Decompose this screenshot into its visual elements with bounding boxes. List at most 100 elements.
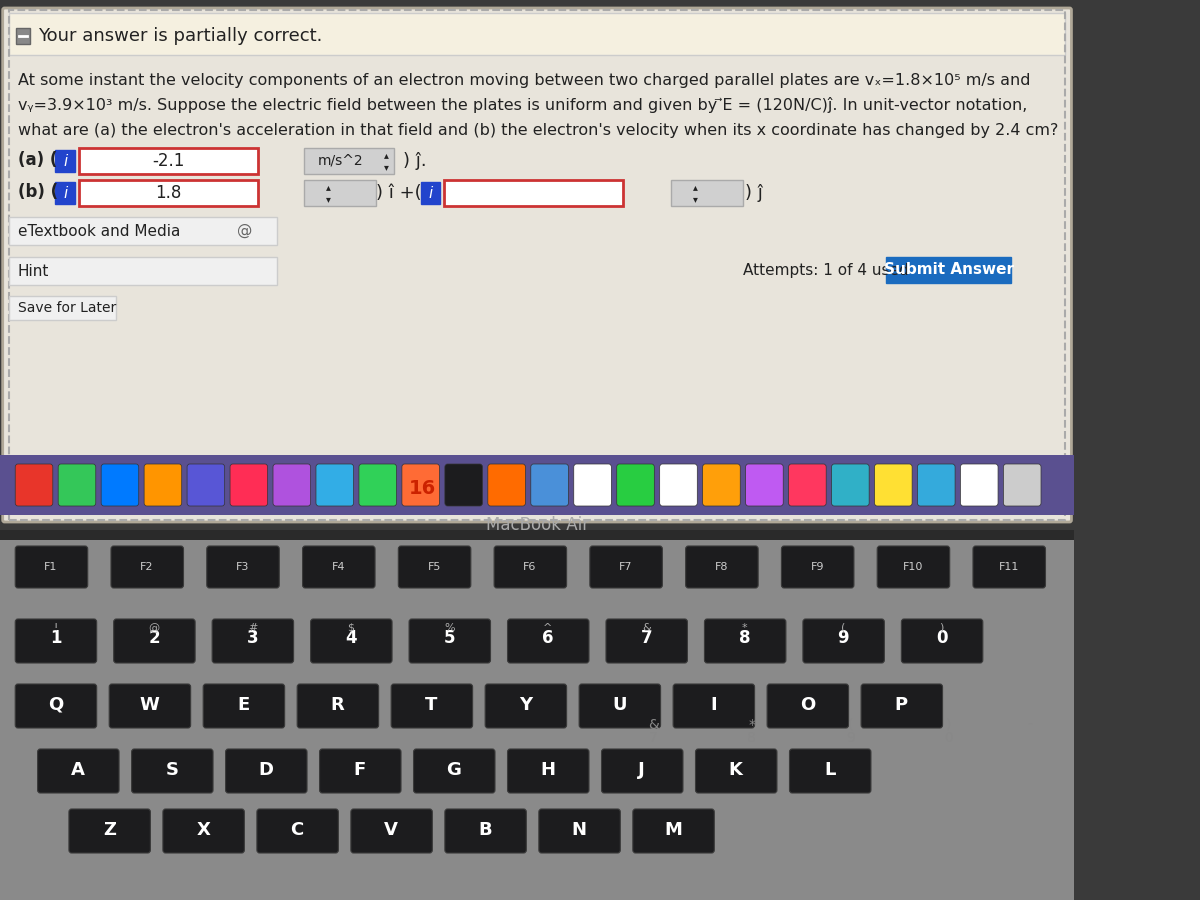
FancyBboxPatch shape [704, 619, 786, 663]
FancyBboxPatch shape [1003, 464, 1042, 506]
Text: Save for Later: Save for Later [18, 301, 116, 315]
FancyBboxPatch shape [617, 464, 654, 506]
FancyBboxPatch shape [274, 464, 311, 506]
FancyBboxPatch shape [580, 684, 660, 728]
Text: F2: F2 [140, 562, 154, 572]
Text: E: E [238, 696, 250, 714]
Text: (b) (: (b) ( [18, 183, 58, 201]
FancyBboxPatch shape [508, 619, 589, 663]
Text: ▴
▾: ▴ ▾ [694, 182, 698, 203]
FancyBboxPatch shape [16, 464, 53, 506]
FancyBboxPatch shape [960, 464, 998, 506]
Text: ▴
▾: ▴ ▾ [384, 150, 389, 172]
Text: eTextbook and Media: eTextbook and Media [18, 223, 180, 238]
Text: M: M [664, 821, 682, 839]
Bar [0, 530, 1074, 900]
Bar [79, 148, 258, 174]
Text: L: L [824, 761, 835, 779]
Text: $: $ [347, 623, 354, 633]
FancyBboxPatch shape [409, 619, 491, 663]
Text: F6: F6 [523, 562, 536, 572]
FancyBboxPatch shape [414, 749, 494, 793]
Text: *: * [749, 718, 755, 732]
Text: At some instant the velocity components of an electron moving between two charge: At some instant the velocity components … [18, 73, 1031, 87]
Bar [55, 182, 76, 204]
Text: F8: F8 [715, 562, 728, 572]
Text: &: & [642, 623, 650, 633]
FancyBboxPatch shape [110, 546, 184, 588]
FancyBboxPatch shape [68, 809, 150, 853]
Text: #: # [247, 623, 257, 633]
Text: N: N [571, 821, 587, 839]
Text: Submit Answer: Submit Answer [884, 263, 1014, 277]
FancyBboxPatch shape [311, 619, 392, 663]
Text: F1: F1 [44, 562, 58, 572]
Text: W: W [139, 696, 160, 714]
Text: vᵧ=3.9×10³ m/s. Suppose the electric field between the plates is uniform and giv: vᵧ=3.9×10³ m/s. Suppose the electric fie… [18, 97, 1027, 113]
Text: F5: F5 [427, 562, 440, 572]
FancyBboxPatch shape [16, 619, 97, 663]
FancyBboxPatch shape [359, 464, 396, 506]
FancyBboxPatch shape [37, 749, 119, 793]
Text: A: A [71, 761, 85, 779]
Text: 8: 8 [748, 731, 756, 745]
FancyBboxPatch shape [445, 809, 527, 853]
FancyBboxPatch shape [391, 684, 473, 728]
FancyBboxPatch shape [257, 809, 338, 853]
Bar [8, 10, 1066, 520]
FancyBboxPatch shape [508, 749, 589, 793]
Text: Y: Y [518, 696, 532, 714]
Bar [305, 148, 394, 174]
Text: ): ) [946, 718, 952, 732]
FancyBboxPatch shape [632, 809, 714, 853]
Bar [886, 257, 1012, 283]
Text: MacBook Air: MacBook Air [486, 516, 589, 534]
FancyBboxPatch shape [58, 464, 96, 506]
Bar [0, 540, 1074, 900]
FancyBboxPatch shape [862, 684, 942, 728]
Text: 5: 5 [444, 629, 455, 647]
FancyBboxPatch shape [445, 464, 482, 506]
FancyBboxPatch shape [530, 464, 569, 506]
Text: ) ĵ.: ) ĵ. [403, 152, 426, 170]
FancyBboxPatch shape [745, 464, 784, 506]
Text: C: C [290, 821, 304, 839]
FancyBboxPatch shape [875, 464, 912, 506]
Text: 7: 7 [641, 629, 652, 647]
Bar [421, 182, 440, 204]
Text: Q: Q [48, 696, 64, 714]
Text: T: T [425, 696, 438, 714]
Text: 6: 6 [542, 629, 553, 647]
Text: F10: F10 [902, 562, 923, 572]
FancyBboxPatch shape [877, 546, 949, 588]
Text: -: - [1027, 718, 1032, 732]
Text: G: G [446, 761, 461, 779]
Text: D: D [258, 761, 274, 779]
FancyBboxPatch shape [109, 684, 191, 728]
Text: i: i [64, 185, 67, 201]
FancyBboxPatch shape [114, 619, 196, 663]
Text: @: @ [149, 623, 160, 633]
FancyBboxPatch shape [574, 464, 611, 506]
FancyBboxPatch shape [187, 464, 224, 506]
FancyBboxPatch shape [398, 546, 470, 588]
Text: F3: F3 [236, 562, 250, 572]
Text: H: H [540, 761, 556, 779]
Text: S: S [166, 761, 179, 779]
Text: R: R [330, 696, 344, 714]
Text: what are (a) the electron's acceleration in that field and (b) the electron's ve: what are (a) the electron's acceleration… [18, 122, 1058, 138]
Bar [671, 180, 743, 206]
Text: 8: 8 [739, 629, 750, 647]
Text: i: i [428, 185, 433, 201]
Text: X: X [197, 821, 210, 839]
Text: 3: 3 [247, 629, 258, 647]
Text: ) ĵ: ) ĵ [745, 184, 763, 202]
Text: 0: 0 [936, 629, 947, 647]
Text: *: * [742, 623, 748, 633]
Bar [8, 257, 277, 285]
Text: ^: ^ [544, 623, 552, 633]
Bar [444, 180, 623, 206]
Text: Hint: Hint [18, 264, 49, 278]
Text: P: P [895, 696, 908, 714]
FancyBboxPatch shape [16, 546, 88, 588]
